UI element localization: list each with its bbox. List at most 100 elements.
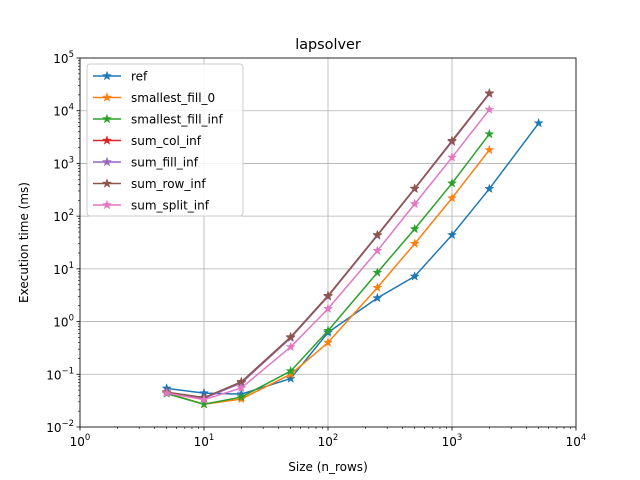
series-layer [161,87,544,409]
y-tick-label-exp: 1 [69,261,74,271]
y-tick-label-exp: 5 [69,50,74,60]
y-tick-label: 101 [53,261,74,277]
legend: ref smallest_fill_0 smallest_fill_inf sum_c… [86,63,244,217]
y-tick-label-exp: −2 [61,419,74,429]
legend-label: sum_row_inf [131,177,206,191]
grid [79,57,577,428]
x-tick-label-exp: 3 [457,433,462,443]
x-tick-label-base: 10 [194,435,209,449]
data-point [446,192,458,203]
legend-label: ref [131,70,148,84]
data-point [533,117,544,128]
legend-marker [101,92,113,102]
x-tick-label: 104 [566,433,587,449]
data-point [484,144,495,155]
data-point [236,391,247,402]
data-point [446,135,458,146]
legend-marker [101,70,113,81]
x-axis-label: Size (n_rows) [288,460,368,474]
data-point [285,365,296,376]
legend-label: smallest_fill_0 [131,91,215,105]
x-tick-label-exp: 0 [85,433,90,443]
legend-entry: sum_row_inf [93,177,206,191]
legend-marker [101,199,113,210]
data-point [409,198,420,209]
y-tick-label-exp: 2 [69,208,74,218]
data-point [446,229,458,240]
y-tick-label-base: 10 [53,105,68,119]
y-tick-label-base: 10 [53,157,68,171]
y-tick-label-base: 10 [46,368,61,382]
y-tick-label-base: 10 [53,210,68,224]
data-point [198,398,210,409]
x-tick-label-base: 10 [318,435,333,449]
data-point [446,177,458,188]
y-axis-label: Execution time (ms) [17,182,31,303]
y-tick-label-exp: 0 [69,314,74,324]
data-point [372,282,383,292]
data-point [236,382,247,393]
data-point [322,303,334,314]
x-tick-label-exp: 1 [209,433,214,443]
legend-label: sum_split_inf [131,199,210,213]
data-point [322,325,334,336]
legend-entry: sum_fill_inf [93,156,199,170]
data-point [285,373,296,383]
x-tick-label-base: 10 [442,435,457,449]
data-point [285,331,296,342]
data-point [372,292,383,303]
data-point [322,337,334,347]
legend-entry: ref [93,70,148,84]
legend-marker [101,156,113,167]
x-tick-label: 101 [194,433,215,449]
legend-entry: smallest_fill_inf [93,113,223,127]
data-point [372,229,383,240]
y-tick-label: 10−1 [46,366,74,382]
y-tick-label: 100 [53,314,74,330]
y-tick-label-base: 10 [53,316,68,330]
x-tick-label-exp: 2 [333,433,338,443]
x-tick-label: 103 [442,433,463,449]
x-tick-label-exp: 4 [581,433,586,443]
legend-box [86,63,244,217]
data-point [409,271,420,281]
data-point [409,183,420,193]
legend-entry: sum_col_inf [93,134,202,148]
y-tick-label-exp: 4 [69,103,74,113]
data-point [484,183,495,194]
data-point [484,104,495,114]
legend-label: sum_col_inf [131,134,202,148]
data-point [409,238,420,249]
y-tick-label: 105 [53,50,74,66]
y-tick-label: 103 [53,155,74,171]
x-tick-label: 102 [318,433,339,449]
legend-label: sum_fill_inf [131,156,199,170]
legend-marker [101,135,113,145]
x-axis: 100 101 102 103 104 [70,427,587,449]
y-tick-label-exp: −1 [61,366,74,376]
chart-title: lapsolver [295,37,361,53]
x-tick-label-base: 10 [70,435,85,449]
series-sum_split_inf [161,104,495,405]
data-point [409,223,420,234]
data-point [446,152,458,162]
y-tick-label: 104 [53,103,74,119]
legend-label: smallest_fill_inf [131,113,223,127]
data-point [484,128,495,139]
legend-entry: smallest_fill_0 [93,91,215,105]
data-point [285,341,296,352]
x-tick-label-base: 10 [566,435,581,449]
data-point [372,245,383,256]
legend-marker [101,113,113,124]
legend-marker [101,178,113,188]
y-tick-label: 102 [53,208,74,224]
y-tick-label-base: 10 [53,52,68,66]
y-tick-label: 10−2 [46,419,74,435]
data-point [484,87,495,98]
y-tick-label-exp: 3 [69,155,74,165]
data-point [161,387,172,398]
y-tick-label-base: 10 [46,421,61,435]
data-point [322,290,334,301]
